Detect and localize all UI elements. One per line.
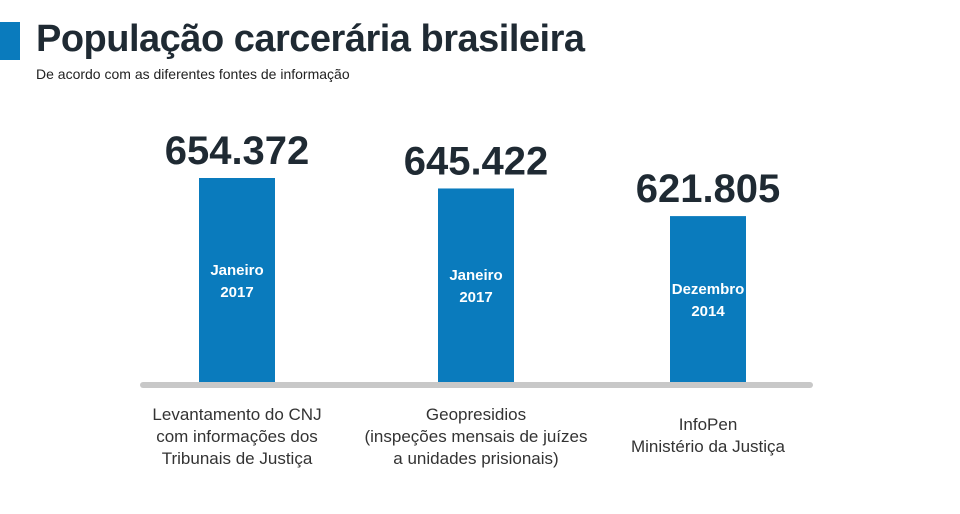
bar <box>438 188 514 382</box>
category-label: Geopresidios (inspeções mensais de juízes… <box>356 404 596 470</box>
category-label: Levantamento do CNJ com informações dos Tr… <box>117 404 357 470</box>
bar-date-label: Dezembro <box>672 281 745 298</box>
category-label: InfoPen Ministério da Justiça <box>588 414 828 458</box>
category-label-line: (inspeções mensais de juízes <box>364 427 588 446</box>
bar-date-label: Janeiro <box>210 262 263 279</box>
category-label-line: Tribunais de Justiça <box>161 449 313 468</box>
category-label-line: InfoPen <box>678 415 738 434</box>
title-accent-bar <box>0 22 20 60</box>
category-label-line: Levantamento do CNJ <box>152 405 322 424</box>
bar <box>199 178 275 382</box>
chart-title: População carcerária brasileira <box>36 18 585 60</box>
chart-subtitle: De acordo com as diferentes fontes de in… <box>36 66 350 82</box>
value-label: 645.422 <box>404 139 549 183</box>
category-label-line: com informações dos <box>156 427 318 446</box>
category-label-line: Geopresidios <box>425 405 527 424</box>
bar-date-label: 2014 <box>691 303 725 320</box>
value-label: 654.372 <box>165 129 310 173</box>
bar <box>670 216 746 382</box>
category-label-line: a unidades prisionais) <box>393 449 559 468</box>
category-label-line: Ministério da Justiça <box>630 437 785 456</box>
bar-date-label: Janeiro <box>449 267 502 284</box>
bar-date-label: 2017 <box>459 289 492 306</box>
bar-date-label: 2017 <box>220 284 253 301</box>
value-label: 621.805 <box>636 167 781 211</box>
